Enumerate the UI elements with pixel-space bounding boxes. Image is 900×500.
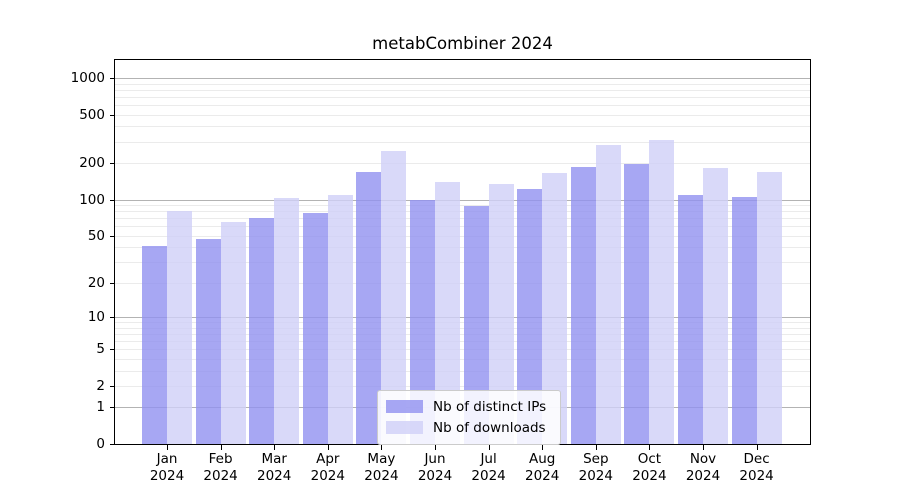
bar-sep-distinct-ips (570, 167, 596, 444)
x-tick-mark (542, 445, 544, 450)
gridline-minor (115, 163, 810, 164)
y-tick-mark (110, 385, 115, 387)
legend: Nb of distinct IPs Nb of downloads (377, 390, 562, 445)
x-tick-label-nov: Nov 2024 (685, 451, 721, 484)
gridline-minor (115, 114, 810, 116)
x-tick-mark (703, 445, 704, 450)
gridline-minor (115, 322, 810, 323)
y-tick-mark (110, 199, 115, 201)
y-tick-label-0: 0 (96, 436, 105, 452)
bar-apr-downloads (327, 195, 353, 444)
x-tick-label-jun: Jun 2024 (417, 451, 453, 484)
x-tick-label-may: May 2024 (364, 451, 399, 484)
bar-oct-downloads (649, 140, 675, 444)
y-tick-mark (110, 317, 115, 318)
legend-item-distinct-ips: Nb of distinct IPs (386, 396, 546, 417)
gridline-minor (115, 262, 810, 264)
gridline-minor (115, 327, 810, 329)
gridline-minor (115, 235, 810, 237)
gridline-minor (115, 385, 810, 387)
gridline-minor (115, 226, 810, 228)
bar-dec-distinct-ips (731, 196, 757, 444)
y-tick-label-500: 500 (79, 106, 105, 123)
x-tick-mark (595, 445, 597, 450)
plot-area (114, 59, 811, 445)
gridline-major (115, 317, 810, 318)
legend-label-distinct-ips: Nb of distinct IPs (433, 398, 547, 415)
chart-title: metabCombiner 2024 (372, 34, 553, 53)
gridline-minor (115, 205, 810, 206)
x-tick-mark (220, 445, 222, 450)
bar-oct-distinct-ips (624, 163, 650, 444)
bar-jan-distinct-ips (142, 246, 167, 444)
bar-feb-downloads (220, 222, 246, 444)
gridline-minor (115, 247, 810, 249)
x-tick-mark (327, 445, 329, 450)
y-tick-label-50: 50 (87, 227, 105, 244)
gridline-minor (115, 141, 810, 143)
x-tick-label-jan: Jan 2024 (149, 451, 185, 484)
bar-mar-distinct-ips (249, 218, 275, 444)
x-tick-label-mar: Mar 2024 (257, 451, 292, 484)
legend-label-downloads: Nb of downloads (433, 419, 546, 436)
gridline-minor (115, 370, 810, 372)
gridline-minor (115, 349, 810, 351)
x-tick-label-apr: Apr 2024 (310, 451, 345, 484)
legend-swatch-distinct-ips (386, 400, 423, 413)
gridline-minor (115, 218, 810, 220)
x-tick-mark (381, 445, 383, 450)
gridline-minor (115, 126, 810, 128)
y-tick-mark (110, 282, 115, 284)
y-tick-label-20: 20 (87, 274, 105, 291)
x-tick-label-sep: Sep 2024 (578, 451, 613, 484)
y-tick-label-1000: 1000 (70, 69, 105, 86)
x-tick-mark (435, 445, 436, 450)
x-tick-label-dec: Dec 2024 (739, 451, 774, 484)
gridline-minor (115, 211, 810, 213)
y-tick-mark (110, 114, 115, 116)
gridline-minor (115, 333, 810, 335)
x-tick-mark (649, 445, 651, 450)
y-tick-label-100: 100 (79, 191, 105, 208)
bar-feb-distinct-ips (195, 238, 221, 444)
gridline-minor (115, 282, 810, 284)
y-tick-mark (110, 444, 115, 445)
gridline-minor (115, 96, 810, 98)
gridline-major (115, 77, 810, 79)
x-tick-label-feb: Feb 2024 (203, 451, 238, 484)
legend-swatch-downloads (386, 421, 423, 434)
x-tick-mark (167, 445, 168, 450)
bar-dec-downloads (756, 171, 782, 444)
bar-jan-downloads (167, 211, 192, 444)
y-tick-label-2: 2 (96, 377, 105, 394)
x-tick-label-aug: Aug 2024 (525, 451, 560, 484)
bar-mar-downloads (274, 197, 300, 444)
y-tick-label-10: 10 (87, 309, 105, 325)
bar-sep-downloads (595, 145, 621, 444)
y-tick-label-1: 1 (96, 399, 105, 416)
x-tick-mark (756, 445, 758, 450)
x-tick-label-jul: Jul 2024 (471, 451, 506, 484)
gridline-minor (115, 358, 810, 360)
bar-nov-downloads (703, 167, 728, 444)
gridline-major (115, 199, 810, 201)
x-tick-mark (274, 445, 276, 450)
y-tick-mark (110, 235, 115, 237)
y-tick-mark (110, 349, 115, 351)
x-tick-mark (488, 445, 490, 450)
x-tick-label-oct: Oct 2024 (632, 451, 667, 484)
y-tick-label-200: 200 (79, 155, 105, 171)
gridline-minor (115, 89, 810, 91)
gridline-minor (115, 340, 810, 342)
bar-nov-distinct-ips (678, 194, 703, 444)
bar-apr-distinct-ips (302, 212, 328, 444)
y-tick-mark (110, 407, 115, 409)
legend-item-downloads: Nb of downloads (386, 417, 546, 438)
gridline-minor (115, 105, 810, 106)
y-tick-label-5: 5 (96, 341, 105, 358)
gridline-minor (115, 83, 810, 85)
y-tick-mark (110, 77, 115, 79)
y-tick-mark (110, 163, 115, 164)
